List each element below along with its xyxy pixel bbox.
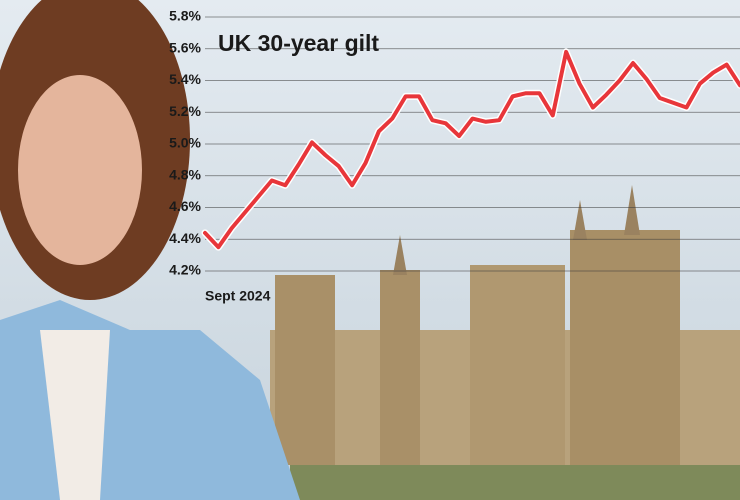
river <box>290 465 740 500</box>
y-tick-label: 5.0% <box>169 135 201 151</box>
tower <box>470 265 565 465</box>
data-line <box>203 49 740 250</box>
y-tick-label: 4.4% <box>169 230 201 246</box>
spire <box>573 200 587 240</box>
woman-photo <box>0 0 300 500</box>
tower <box>380 270 420 465</box>
tower <box>275 275 335 465</box>
parliament-photo <box>270 185 740 500</box>
spire <box>393 235 407 275</box>
y-tick-label: 5.6% <box>169 39 201 55</box>
spire <box>624 185 640 235</box>
y-tick-label: 5.4% <box>169 71 201 87</box>
y-tick-label: 4.2% <box>169 262 201 278</box>
top <box>40 330 110 500</box>
y-tick-label: 5.2% <box>169 103 201 119</box>
tower <box>570 230 680 465</box>
chart-title: UK 30-year gilt <box>218 30 379 56</box>
x-tick-label: Sept 2024 <box>205 288 271 304</box>
y-tick-label: 4.6% <box>169 198 201 214</box>
y-tick-label: 5.8% <box>169 8 201 24</box>
y-tick-label: 4.8% <box>169 166 201 182</box>
face <box>18 75 142 265</box>
